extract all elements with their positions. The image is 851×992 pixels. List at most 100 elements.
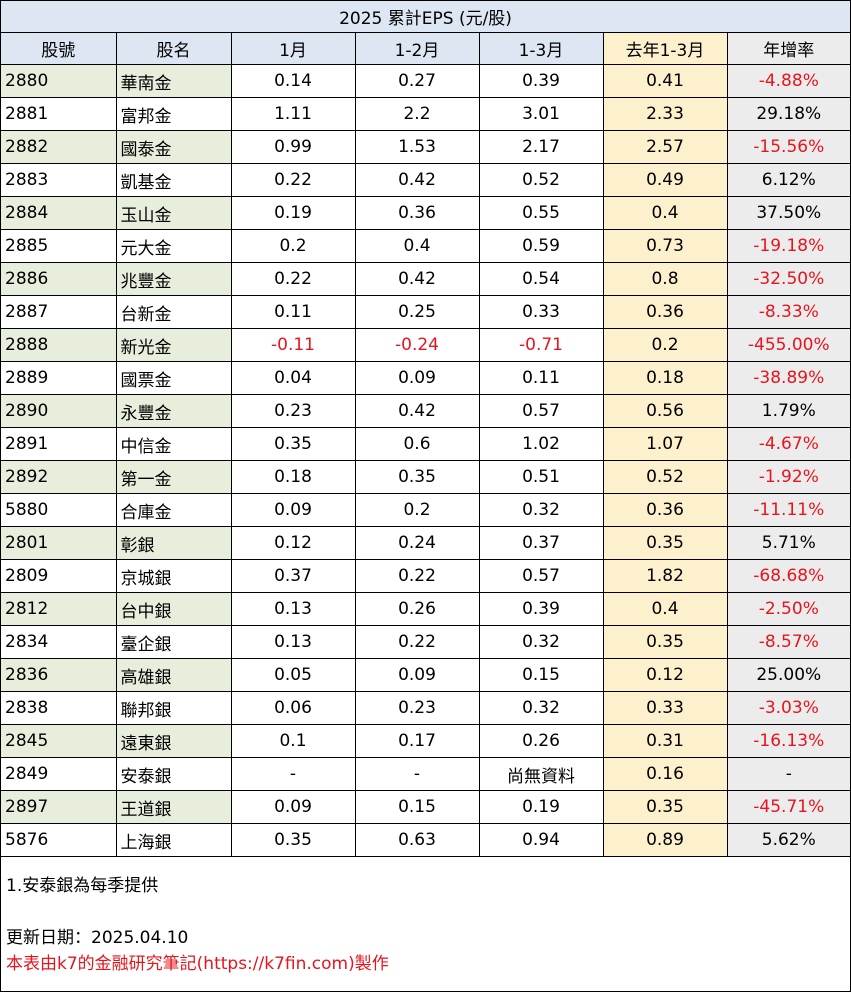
cell-month1-3: 0.39 [478,64,604,98]
cell-code: 2809 [1,559,117,593]
cell-prev-year: 2.57 [602,130,728,164]
cell-yoy: -1.92% [726,460,851,494]
cell-yoy: -8.33% [726,295,851,329]
cell-prev-year: 0.33 [602,691,728,725]
cell-month1-3: 0.26 [478,724,604,758]
cell-month1-3: 0.39 [478,592,604,626]
cell-month1-2: 0.2 [354,493,480,527]
cell-month1-3: 0.11 [478,361,604,395]
cell-name: 聯邦銀 [115,691,232,725]
cell-name: 安泰銀 [115,757,232,791]
cell-month1-3: -0.71 [478,328,604,362]
cell-month1-3: 1.02 [478,427,604,461]
table-row: 2809 京城銀 0.37 0.22 0.57 1.82 -68.68% [1,559,851,593]
header-name: 股名 [115,32,232,65]
cell-yoy: 37.50% [726,196,851,230]
cell-month1-2: - [354,757,480,791]
cell-code: 2897 [1,790,117,824]
table-row: 2892 第一金 0.18 0.35 0.51 0.52 -1.92% [1,460,851,494]
cell-month1-3: 0.51 [478,460,604,494]
cell-month1: 0.23 [230,394,356,428]
cell-yoy: -32.50% [726,262,851,296]
cell-month1: 0.12 [230,526,356,560]
header-month1-3: 1-3月 [478,32,604,65]
cell-month1-2: 0.4 [354,229,480,263]
cell-month1-2: 0.42 [354,394,480,428]
cell-name: 王道銀 [115,790,232,824]
cell-month1-2: 0.15 [354,790,480,824]
cell-yoy: -8.57% [726,625,851,659]
cell-name: 京城銀 [115,559,232,593]
cell-code: 2812 [1,592,117,626]
cell-prev-year: 0.16 [602,757,728,791]
cell-name: 合庫金 [115,493,232,527]
cell-code: 2890 [1,394,117,428]
cell-name: 兆豐金 [115,262,232,296]
cell-code: 2889 [1,361,117,395]
cell-name: 玉山金 [115,196,232,230]
cell-yoy: -3.03% [726,691,851,725]
cell-yoy: -455.00% [726,328,851,362]
cell-yoy: 5.71% [726,526,851,560]
cell-name: 華南金 [115,64,232,98]
cell-yoy: -2.50% [726,592,851,626]
table-row: 2836 高雄銀 0.05 0.09 0.15 0.12 25.00% [1,658,851,692]
cell-prev-year: 0.73 [602,229,728,263]
cell-month1-2: 0.24 [354,526,480,560]
cell-prev-year: 0.56 [602,394,728,428]
note-quarterly: 1.安泰銀為每季提供 [6,876,159,896]
cell-month1-2: 0.22 [354,559,480,593]
cell-month1: 0.09 [230,493,356,527]
cell-yoy: 25.00% [726,658,851,692]
cell-month1-3: 尚無資料 [478,757,604,791]
table-row: 2897 王道銀 0.09 0.15 0.19 0.35 -45.71% [1,790,851,824]
cell-yoy: 1.79% [726,394,851,428]
cell-month1: 0.22 [230,262,356,296]
eps-table: 2025 累計EPS (元/股) 股號 股名 1月 1-2月 1-3月 去年1-… [1,1,851,857]
cell-code: 2801 [1,526,117,560]
cell-prev-year: 0.41 [602,64,728,98]
cell-prev-year: 0.36 [602,493,728,527]
cell-yoy: -15.56% [726,130,851,164]
cell-month1: 0.13 [230,592,356,626]
cell-month1-2: 0.09 [354,658,480,692]
cell-yoy: -45.71% [726,790,851,824]
table-row: 5876 上海銀 0.35 0.63 0.94 0.89 5.62% [1,823,851,857]
cell-code: 2881 [1,97,117,131]
cell-prev-year: 0.2 [602,328,728,362]
cell-month1-2: 0.23 [354,691,480,725]
cell-month1: 0.37 [230,559,356,593]
cell-month1-3: 0.19 [478,790,604,824]
table-row: 2812 台中銀 0.13 0.26 0.39 0.4 -2.50% [1,592,851,626]
cell-month1-2: 0.63 [354,823,480,857]
cell-yoy: -16.13% [726,724,851,758]
cell-code: 2883 [1,163,117,197]
cell-month1-2: 0.25 [354,295,480,329]
cell-yoy: - [726,757,851,791]
cell-prev-year: 0.89 [602,823,728,857]
cell-name: 彰銀 [115,526,232,560]
cell-month1-2: 0.35 [354,460,480,494]
table-row: 2887 台新金 0.11 0.25 0.33 0.36 -8.33% [1,295,851,329]
header-yoy: 年增率 [726,32,851,65]
header-month1-2: 1-2月 [354,32,480,65]
cell-yoy: 29.18% [726,97,851,131]
notes: 1.安泰銀為每季提供 更新日期：2025.04.10 本表由k7的金融研究筆記(… [6,873,846,977]
cell-code: 2834 [1,625,117,659]
cell-month1: 0.19 [230,196,356,230]
credit-line: 本表由k7的金融研究筆記(https://k7fin.com)製作 [6,954,389,974]
cell-code: 2885 [1,229,117,263]
header-code: 股號 [1,32,117,65]
cell-month1: 0.14 [230,64,356,98]
cell-name: 元大金 [115,229,232,263]
cell-month1-3: 0.57 [478,559,604,593]
cell-name: 第一金 [115,460,232,494]
cell-month1-2: 0.6 [354,427,480,461]
table-row: 2801 彰銀 0.12 0.24 0.37 0.35 5.71% [1,526,851,560]
cell-month1-3: 2.17 [478,130,604,164]
cell-prev-year: 0.36 [602,295,728,329]
cell-month1: 1.11 [230,97,356,131]
cell-code: 2845 [1,724,117,758]
cell-code: 2886 [1,262,117,296]
